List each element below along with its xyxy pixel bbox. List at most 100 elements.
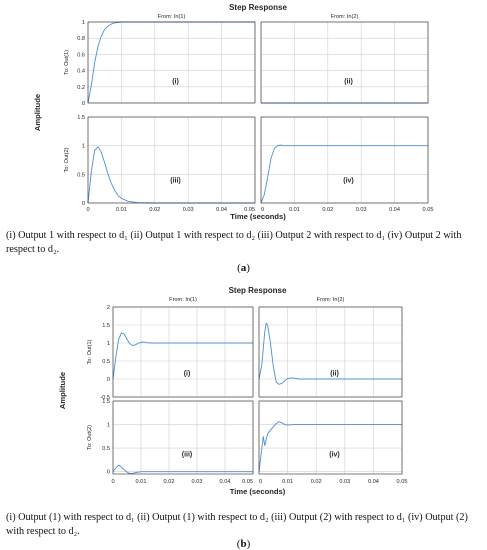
- sub-label-b-letter: b: [240, 538, 247, 550]
- caption-a: (i) Output 1 with respect to d₁ (ii) Out…: [6, 230, 462, 255]
- panel-background: [261, 117, 428, 203]
- y-tick-label: 0.6: [77, 52, 85, 58]
- y-tick-label: 1: [82, 20, 85, 26]
- y-tick-label: 1: [82, 144, 85, 150]
- x-tick-label: 0.05: [242, 479, 253, 485]
- y-tick-label: 0.2: [77, 85, 85, 91]
- series-line: [260, 144, 428, 204]
- x-tick-label: 0.01: [116, 207, 127, 213]
- x-tick-label: 0.04: [389, 207, 400, 213]
- y-axis-label: Amplitude: [58, 372, 67, 409]
- y-tick-label: 0: [107, 377, 110, 383]
- from-label: From: In(2): [317, 297, 345, 303]
- series-line: [258, 322, 402, 385]
- x-tick-label: 0.03: [183, 207, 194, 213]
- x-tick-label: 0.05: [423, 207, 434, 213]
- y-tick-label: 0.5: [102, 446, 110, 452]
- to-label: To: Out(1): [87, 339, 93, 364]
- y-tick-label: 0: [82, 201, 85, 207]
- x-tick-label: 0: [86, 207, 89, 213]
- from-label: From: In(1): [169, 297, 197, 303]
- to-label: To: Out(2): [87, 425, 93, 450]
- figure-a: Step Response From: In(1) From: In(2) To: O…: [33, 3, 433, 221]
- y-tick-label: 1.5: [77, 115, 85, 121]
- y-tick-label: -0.5: [100, 395, 110, 401]
- panel-b-0-1: (ii): [258, 306, 403, 398]
- panel-annotation: (i): [184, 370, 191, 377]
- from-label: From: In(2): [331, 14, 359, 20]
- to-label: To: Out(1): [64, 50, 70, 75]
- panel-frame: [112, 400, 254, 475]
- x-tick-label: 0.04: [220, 479, 231, 485]
- x-tick-label: 0.05: [397, 479, 408, 485]
- x-tick-label: 0.03: [339, 479, 350, 485]
- y-tick-label: 0: [82, 101, 85, 107]
- panel-background: [113, 307, 253, 397]
- x-axis-label: Time (seconds): [230, 212, 286, 221]
- y-tick-label: 1: [107, 423, 110, 429]
- series-line: [87, 146, 255, 204]
- panel-a-1-1: 0 0.01 0.02 0.03 0.04 0.05 (iv): [260, 116, 434, 213]
- panel-frame: [87, 116, 256, 204]
- panel-b-1-0: 0 0.5 1 1.5 0 0.01 0.02 0.03 0.04 0.05 (iii): [102, 399, 254, 485]
- sub-label-a: (a): [237, 262, 250, 274]
- panel-annotation: (i): [172, 79, 179, 86]
- x-tick-label: 0.03: [356, 207, 367, 213]
- panel-annotation: (ii): [344, 79, 353, 86]
- x-tick-label: 0.02: [322, 207, 333, 213]
- panel-frame: [112, 306, 254, 398]
- figure-b: Step Response From: In(1) From: In(2) To: O…: [58, 286, 407, 496]
- y-tick-label: 2: [107, 305, 110, 311]
- y-axis-label: Amplitude: [33, 94, 42, 131]
- panel-annotation: (iv): [343, 177, 354, 184]
- chart-title: Step Response: [229, 286, 287, 295]
- panel-annotation: (iv): [329, 451, 340, 458]
- y-tick-label: 1.5: [102, 399, 110, 405]
- panel-annotation: (ii): [330, 370, 339, 377]
- panel-background: [259, 401, 402, 474]
- chart-title: Step Response: [229, 3, 287, 12]
- y-tick-label: 1: [107, 341, 110, 347]
- x-tick-label: 0.02: [311, 479, 322, 485]
- panel-b-0-0: -0.5 0 0.5 1 1.5 2 (i): [100, 305, 254, 401]
- panel-background: [113, 401, 253, 474]
- x-tick-label: 0.02: [149, 207, 160, 213]
- sub-label-a-letter: a: [240, 262, 247, 274]
- x-tick-label: 0.04: [368, 479, 379, 485]
- x-tick-label: 0: [259, 479, 262, 485]
- panel-background: [88, 117, 255, 203]
- series-line: [258, 421, 402, 472]
- panel-frame: [258, 400, 403, 475]
- panel-a-0-0: 0 0.2 0.4 0.6 0.8 1 (i): [77, 20, 256, 107]
- to-label: To: Out(2): [64, 147, 70, 172]
- x-tick-label: 0.01: [136, 479, 147, 485]
- from-label: From: In(1): [158, 14, 186, 20]
- panel-a-0-1: (ii): [260, 21, 429, 104]
- y-tick-label: 0: [107, 470, 110, 476]
- panel-annotation: (iii): [170, 177, 181, 184]
- panel-b-1-1: 0 0.01 0.02 0.03 0.04 0.05 (iv): [258, 400, 408, 485]
- x-tick-label: 0: [261, 207, 264, 213]
- panel-background: [261, 22, 428, 103]
- caption-b: (i) Output (1) with respect to d₁ (ii) O…: [6, 512, 468, 537]
- y-tick-label: 1.5: [102, 323, 110, 329]
- panel-frame: [258, 306, 403, 398]
- panel-annotation: (iii): [182, 451, 193, 458]
- panel-frame: [260, 116, 429, 204]
- y-tick-label: 0.4: [77, 69, 85, 75]
- y-tick-label: 0.8: [77, 36, 85, 42]
- x-tick-label: 0: [111, 479, 114, 485]
- x-tick-label: 0.01: [289, 207, 300, 213]
- panel-background: [88, 22, 255, 103]
- x-axis-label: Time (seconds): [230, 487, 286, 496]
- y-tick-label: 0.5: [77, 172, 85, 178]
- x-tick-label: 0.04: [216, 207, 227, 213]
- panel-frame: [87, 21, 256, 104]
- sub-label-b: (b): [236, 538, 251, 550]
- series-line: [112, 464, 253, 474]
- panel-a-1-0: 0 0.5 1 1.5 0 0.01 0.02 0.03 0.04 0.05 (iii): [77, 115, 256, 213]
- y-tick-label: 0.5: [102, 359, 110, 365]
- x-tick-label: 0.05: [244, 207, 255, 213]
- x-tick-label: 0.01: [282, 479, 293, 485]
